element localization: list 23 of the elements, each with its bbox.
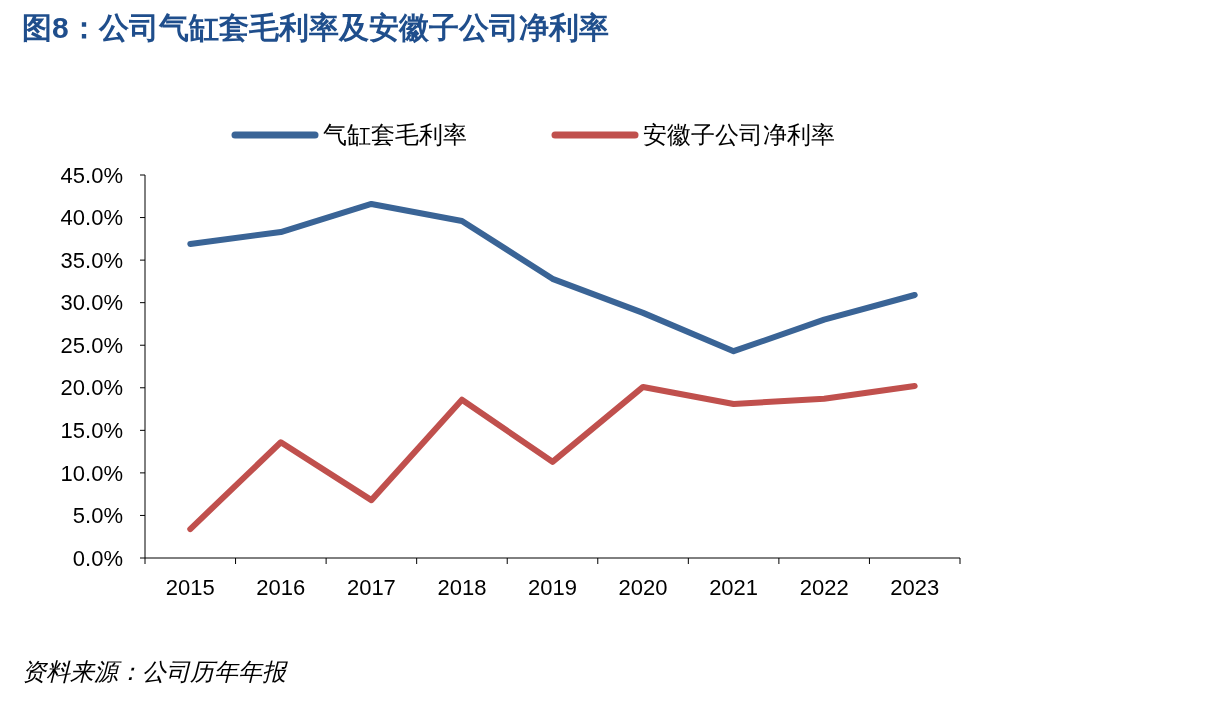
y-tick-label: 40.0% (60, 205, 123, 231)
legend-label: 安徽子公司净利率 (643, 121, 835, 149)
x-tick-label: 2016 (256, 575, 306, 600)
x-tick-label: 2023 (890, 575, 940, 600)
legend-label: 气缸套毛利率 (323, 121, 467, 149)
x-tick-label: 2017 (346, 575, 396, 600)
x-tick-label: 2020 (618, 575, 668, 600)
y-tick-label: 25.0% (60, 332, 123, 358)
x-tick-label: 2022 (799, 575, 849, 600)
x-tick-label: 2021 (709, 575, 759, 600)
y-tick-label: 20.0% (60, 375, 123, 401)
y-tick-label: 5.0% (72, 503, 123, 529)
x-tick-label: 2015 (165, 575, 215, 600)
text: 资料来源：公司历年年报 (22, 658, 288, 685)
x-tick-label: 2018 (437, 575, 487, 600)
y-tick-label: 30.0% (60, 290, 123, 316)
y-tick-label: 0.0% (72, 545, 123, 571)
chart-title: 图8：公司气缸套毛利率及安徽子公司净利率 (22, 11, 609, 44)
y-tick-label: 45.0% (60, 162, 123, 188)
y-tick-label: 35.0% (60, 247, 123, 273)
y-tick-label: 15.0% (60, 418, 123, 444)
x-tick-label: 2019 (528, 575, 577, 600)
y-tick-label: 10.0% (60, 460, 123, 486)
